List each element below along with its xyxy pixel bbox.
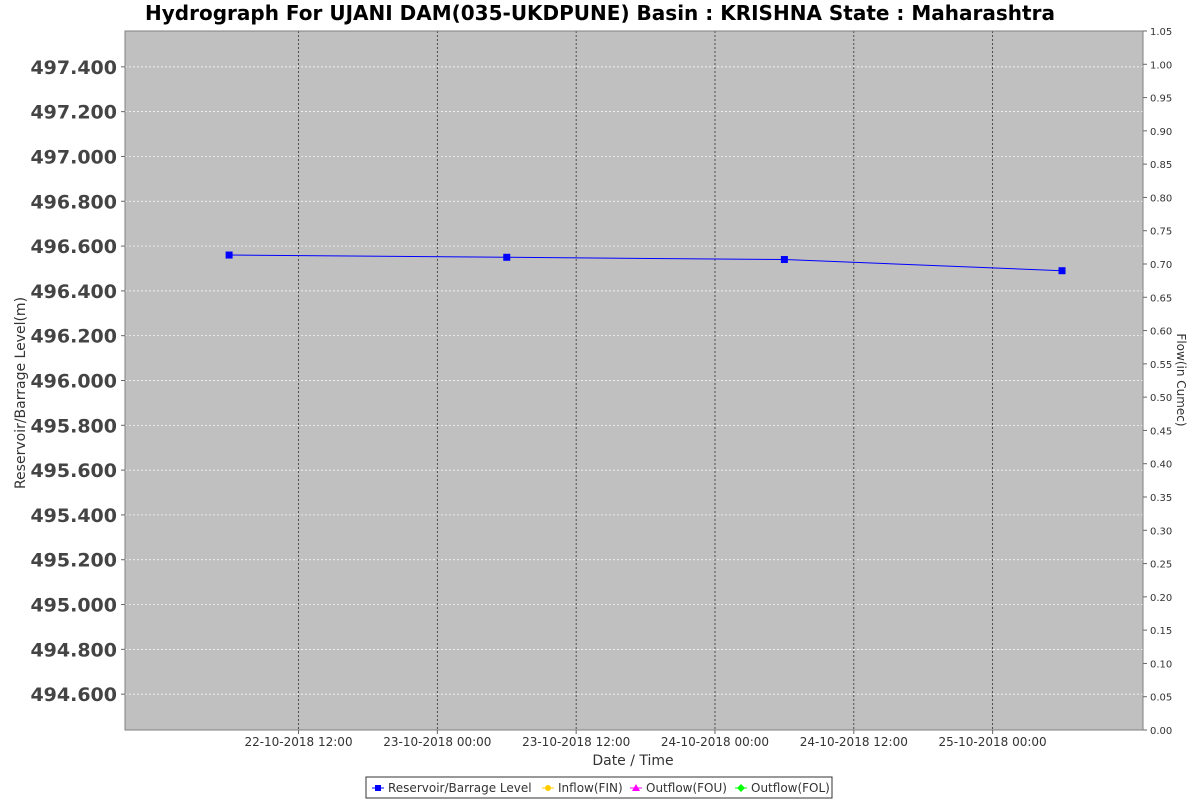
y-right-tick-label: 0.20 (1150, 593, 1172, 604)
y-right-tick-label: 0.60 (1150, 327, 1172, 338)
legend-marker-circle (545, 785, 551, 791)
y-right-tick-label: 0.85 (1150, 160, 1172, 171)
legend-item: Reservoir/Barrage Level (372, 781, 532, 795)
y-left-tick-label: 495.800 (30, 415, 117, 437)
y-left-tick-label: 496.000 (30, 371, 117, 393)
y-right-tick-label: 0.55 (1150, 360, 1172, 371)
y-right-tick-label: 0.65 (1150, 293, 1172, 304)
legend-label: Inflow(FIN) (558, 781, 623, 795)
y-left-tick-label: 497.000 (30, 146, 117, 168)
series-layer (225, 251, 1066, 275)
chart-legend: Reservoir/Barrage Level Inflow(FIN) Outflo… (365, 776, 833, 799)
vertical-gridlines (298, 31, 994, 730)
legend-item: Outflow(FOL) (735, 781, 830, 795)
y-left-tick-label: 497.200 (30, 102, 117, 124)
data-point (1058, 267, 1066, 275)
legend-box (365, 776, 833, 799)
x-tick-label: 22-10-2018 12:00 (244, 735, 352, 749)
legend-item: Outflow(FOU) (630, 781, 727, 795)
y-right-tick-label: 0.90 (1150, 127, 1172, 138)
x-tick-label: 23-10-2018 00:00 (383, 735, 491, 749)
legend-marker-diamond (737, 784, 745, 792)
legend-marker-triangle (632, 784, 640, 791)
legend-label: Reservoir/Barrage Level (388, 781, 532, 795)
y-left-tick-label: 496.600 (30, 236, 117, 258)
y-right-tick-label: 0.75 (1150, 227, 1172, 238)
legend-label: Outflow(FOL) (751, 781, 830, 795)
horizontal-gridlines (125, 66, 1143, 695)
y-left-tick-label: 495.000 (30, 595, 117, 617)
x-tick-label: 24-10-2018 00:00 (661, 735, 769, 749)
y-left-tick-label: 494.600 (30, 684, 117, 706)
chart-title: Hydrograph For UJANI DAM(035-UKDPUNE) Ba… (145, 1, 1055, 25)
legend-item: Inflow(FIN) (542, 781, 623, 795)
y-left-tick-label: 494.800 (30, 639, 117, 661)
y-left-tick-label: 496.400 (30, 281, 117, 303)
legend-marker-square (375, 785, 381, 791)
y-axis-right-label: Flow(in Cumec) (1174, 333, 1188, 426)
y-left-tick-label: 495.400 (30, 505, 117, 527)
y-right-tick-label: 0.25 (1150, 560, 1172, 571)
y-left-tick-label: 495.600 (30, 460, 117, 482)
y-left-tick-label: 496.800 (30, 191, 117, 213)
x-tick-label: 23-10-2018 12:00 (522, 735, 630, 749)
y-right-tick-label: 0.40 (1150, 460, 1172, 471)
y-left-tick-label: 497.400 (30, 57, 117, 79)
x-axis-label: Date / Time (592, 753, 673, 769)
y-right-tick-label: 0.95 (1150, 94, 1172, 105)
y-right-tick-label: 1.05 (1150, 27, 1172, 38)
y-right-tick-label: 0.10 (1150, 659, 1172, 670)
y-right-tick-label: 0.00 (1150, 726, 1172, 737)
x-tick-label: 25-10-2018 00:00 (939, 735, 1047, 749)
data-point (780, 256, 788, 264)
y-right-tick-label: 0.30 (1150, 526, 1172, 537)
data-point (225, 251, 233, 259)
series-line (229, 254, 1063, 272)
y-left-tick-label: 496.200 (30, 326, 117, 348)
y-right-tick-label: 0.80 (1150, 193, 1172, 204)
y-right-tick-label: 0.50 (1150, 393, 1172, 404)
y-axis-left-label: Reservoir/Barrage Level(m) (13, 297, 29, 489)
y-right-tick-label: 0.15 (1150, 626, 1172, 637)
x-tick-label: 24-10-2018 12:00 (800, 735, 908, 749)
data-point (503, 253, 511, 261)
y-right-tick-label: 0.45 (1150, 426, 1172, 437)
x-axis-ticks: 22-10-2018 12:00 23-10-2018 00:00 23-10-20… (244, 730, 1047, 749)
right-axis-ticks: 0.00 0.05 0.10 0.15 0.20 0.25 0.30 0.35 0.40 0.45… (1143, 27, 1172, 737)
y-right-tick-label: 0.35 (1150, 493, 1172, 504)
legend-label: Outflow(FOU) (646, 781, 727, 795)
left-axis-ticks: 494.600 494.800 495.000 495.200 495.400 495.6… (30, 57, 125, 706)
y-right-tick-label: 0.70 (1150, 260, 1172, 271)
y-right-tick-label: 0.05 (1150, 693, 1172, 704)
y-right-tick-label: 1.00 (1150, 60, 1172, 71)
y-left-tick-label: 495.200 (30, 550, 117, 572)
